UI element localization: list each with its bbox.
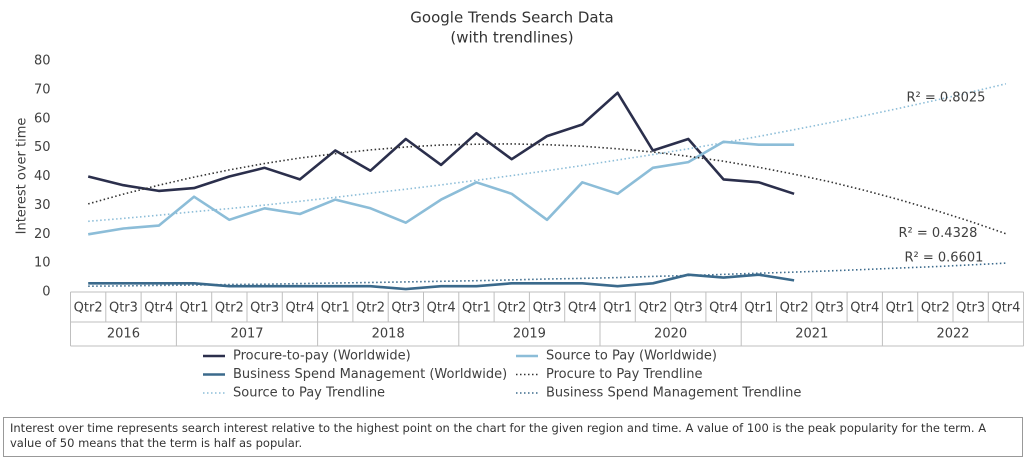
year-label: 2019 [513, 327, 546, 342]
x-tick-label: Qtr3 [815, 301, 844, 316]
legend-label: Procure to Pay Trendline [546, 367, 702, 382]
legend-label: Business Spend Management (Worldwide) [233, 367, 507, 382]
x-tick-label: Qtr1 [462, 301, 491, 316]
series-line [88, 273, 795, 291]
trendline [88, 262, 1006, 287]
chart-subtitle: (with trendlines) [450, 29, 573, 47]
x-tick-label: Qtr2 [74, 301, 103, 316]
r-squared-label: R² = 0.4328 [899, 226, 978, 241]
x-tick-label: Qtr1 [180, 301, 209, 316]
y-tick-label: 30 [34, 198, 51, 213]
x-tick-label: Qtr4 [709, 301, 738, 316]
x-tick-label: Qtr4 [568, 301, 597, 316]
x-tick-label: Qtr4 [144, 301, 173, 316]
r-squared-label: R² = 0.6601 [905, 251, 984, 266]
legend-label: Source to Pay (Worldwide) [546, 349, 717, 364]
x-tick-label: Qtr2 [780, 301, 809, 316]
x-tick-label: Qtr2 [497, 301, 526, 316]
year-label: 2017 [230, 327, 263, 342]
y-tick-label: 80 [34, 54, 51, 69]
x-tick-label: Qtr1 [603, 301, 632, 316]
x-tick-label: Qtr2 [356, 301, 385, 316]
y-tick-label: 20 [34, 227, 51, 242]
x-tick-label: Qtr2 [215, 301, 244, 316]
x-tick-label: Qtr1 [886, 301, 915, 316]
series-line [87, 140, 795, 236]
y-axis-title: Interest over time [15, 118, 30, 235]
x-tick-label: Qtr4 [427, 301, 456, 316]
x-tick-label: Qtr3 [674, 301, 703, 316]
y-tick-label: 60 [34, 111, 51, 126]
series-line [87, 91, 795, 196]
legend-label: Source to Pay Trendline [233, 386, 385, 401]
r-squared-label: R² = 0.8025 [907, 90, 986, 105]
chart: Google Trends Search Data (with trendlin… [15, 9, 1024, 401]
x-tick-label: Qtr4 [991, 301, 1020, 316]
x-tick-label: Qtr2 [638, 301, 667, 316]
legend-label: Business Spend Management Trendline [546, 386, 801, 401]
x-tick-label: Qtr3 [391, 301, 420, 316]
x-tick-label: Qtr4 [285, 301, 314, 316]
y-tick-label: 10 [34, 256, 51, 271]
year-label: 2022 [936, 327, 969, 342]
y-tick-label: 50 [34, 140, 51, 155]
y-tick-label: 40 [34, 169, 51, 184]
x-tick-label: Qtr1 [744, 301, 773, 316]
year-label: 2021 [795, 327, 828, 342]
footnote: Interest over time represents search int… [3, 417, 1023, 457]
trendline [88, 83, 1007, 223]
x-tick-label: Qtr3 [533, 301, 562, 316]
x-tick-label: Qtr3 [109, 301, 138, 316]
y-tick-label: 0 [42, 285, 50, 300]
year-label: 2020 [654, 327, 687, 342]
x-tick-label: Qtr1 [321, 301, 350, 316]
chart-title: Google Trends Search Data [410, 9, 613, 27]
x-tick-label: Qtr3 [250, 301, 279, 316]
legend-label: Procure-to-pay (Worldwide) [233, 349, 411, 364]
year-label: 2018 [372, 327, 405, 342]
x-tick-label: Qtr3 [956, 301, 985, 316]
x-tick-label: Qtr2 [921, 301, 950, 316]
y-tick-label: 70 [34, 82, 51, 97]
year-label: 2016 [107, 327, 140, 342]
trendline [87, 143, 1007, 235]
x-tick-label: Qtr4 [850, 301, 879, 316]
